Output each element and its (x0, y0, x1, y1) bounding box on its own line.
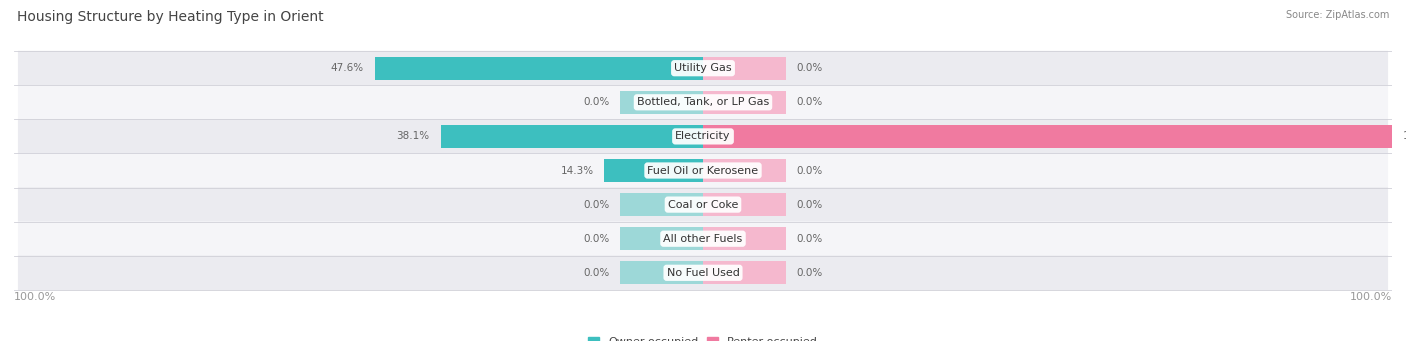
Text: 0.0%: 0.0% (583, 268, 609, 278)
Text: 14.3%: 14.3% (561, 165, 593, 176)
FancyBboxPatch shape (18, 221, 1388, 256)
Text: 0.0%: 0.0% (797, 165, 823, 176)
Legend: Owner-occupied, Renter-occupied: Owner-occupied, Renter-occupied (583, 332, 823, 341)
Bar (703, 57, 786, 80)
Bar (703, 125, 1392, 148)
Text: 47.6%: 47.6% (330, 63, 364, 73)
Bar (440, 125, 703, 148)
Bar (620, 91, 703, 114)
Bar (375, 57, 703, 80)
Bar (605, 159, 703, 182)
Text: 0.0%: 0.0% (797, 268, 823, 278)
Text: Coal or Coke: Coal or Coke (668, 199, 738, 210)
Text: 100.0%: 100.0% (1403, 131, 1406, 142)
Text: Bottled, Tank, or LP Gas: Bottled, Tank, or LP Gas (637, 97, 769, 107)
Bar (620, 193, 703, 216)
Bar (605, 159, 703, 182)
Text: No Fuel Used: No Fuel Used (666, 268, 740, 278)
Bar (703, 227, 786, 250)
Text: 0.0%: 0.0% (583, 97, 609, 107)
Bar (620, 227, 703, 250)
Text: 0.0%: 0.0% (583, 234, 609, 244)
Text: Source: ZipAtlas.com: Source: ZipAtlas.com (1285, 10, 1389, 20)
Text: 100.0%: 100.0% (14, 292, 56, 302)
Text: Electricity: Electricity (675, 131, 731, 142)
Text: 0.0%: 0.0% (583, 199, 609, 210)
Text: Utility Gas: Utility Gas (675, 63, 731, 73)
Bar (375, 57, 703, 80)
Text: 100.0%: 100.0% (1350, 292, 1392, 302)
Bar (703, 261, 786, 284)
FancyBboxPatch shape (18, 51, 1388, 86)
Bar (703, 159, 786, 182)
FancyBboxPatch shape (18, 119, 1388, 154)
FancyBboxPatch shape (18, 187, 1388, 222)
Text: All other Fuels: All other Fuels (664, 234, 742, 244)
FancyBboxPatch shape (18, 153, 1388, 188)
Text: Housing Structure by Heating Type in Orient: Housing Structure by Heating Type in Ori… (17, 10, 323, 24)
Bar (703, 91, 786, 114)
Text: 0.0%: 0.0% (797, 234, 823, 244)
Text: 0.0%: 0.0% (797, 63, 823, 73)
Text: 0.0%: 0.0% (797, 199, 823, 210)
FancyBboxPatch shape (18, 255, 1388, 290)
Bar (703, 193, 786, 216)
Text: Fuel Oil or Kerosene: Fuel Oil or Kerosene (647, 165, 759, 176)
Text: 38.1%: 38.1% (396, 131, 429, 142)
Bar (703, 125, 1392, 148)
Text: 0.0%: 0.0% (797, 97, 823, 107)
Bar (440, 125, 703, 148)
Bar (620, 261, 703, 284)
FancyBboxPatch shape (18, 85, 1388, 120)
